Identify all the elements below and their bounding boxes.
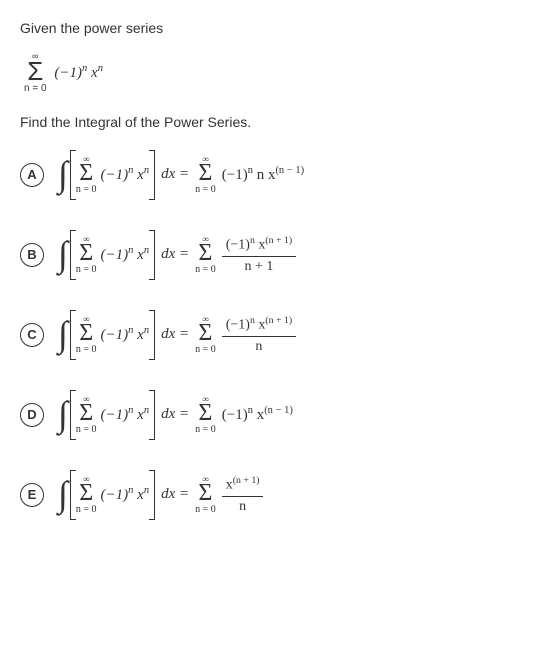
bracket-right	[149, 470, 155, 520]
prompt-find: Find the Integral of the Power Series.	[20, 114, 533, 130]
option-letter: D	[20, 403, 44, 427]
option-c[interactable]: C∫∞Σn = 0(−1)n xndx =∞Σn = 0(−1)n x(n + …	[20, 310, 533, 360]
series-term: (−1)n xn	[54, 63, 103, 82]
bracket-right	[149, 390, 155, 440]
lhs-term: (−1)n xn	[101, 165, 150, 184]
option-equation: ∫∞Σn = 0(−1)n xndx =∞Σn = 0x(n + 1)n	[58, 470, 263, 520]
lhs-term: (−1)n xn	[101, 405, 150, 424]
lhs-sigma: ∞Σn = 0	[76, 475, 97, 515]
rhs-sigma: ∞Σn = 0	[195, 155, 216, 195]
lhs-term: (−1)n xn	[101, 245, 150, 264]
bracket-right	[149, 310, 155, 360]
prompt-given: Given the power series	[20, 20, 533, 36]
option-equation: ∫∞Σn = 0(−1)n xndx =∞Σn = 0(−1)n x(n + 1…	[58, 230, 296, 280]
sigma-bottom: n = 0	[24, 84, 47, 94]
option-letter: C	[20, 323, 44, 347]
option-letter: B	[20, 243, 44, 267]
lhs-term: (−1)n xn	[101, 485, 150, 504]
option-letter: E	[20, 483, 44, 507]
dx-equals: dx =	[161, 486, 189, 503]
integral-sign: ∫	[58, 484, 68, 506]
integral-sign: ∫	[58, 164, 68, 186]
lhs-sigma: ∞Σn = 0	[76, 235, 97, 275]
rhs-sigma: ∞Σn = 0	[195, 235, 216, 275]
rhs-fraction: x(n + 1)n	[222, 475, 264, 515]
option-b[interactable]: B∫∞Σn = 0(−1)n xndx =∞Σn = 0(−1)n x(n + …	[20, 230, 533, 280]
rhs-expression: (−1)n x(n − 1)	[222, 405, 293, 424]
dx-equals: dx =	[161, 326, 189, 343]
option-e[interactable]: E∫∞Σn = 0(−1)n xndx =∞Σn = 0x(n + 1)n	[20, 470, 533, 520]
lhs-sigma: ∞Σn = 0	[76, 315, 97, 355]
bracket-right	[149, 230, 155, 280]
rhs-sigma: ∞Σn = 0	[195, 315, 216, 355]
rhs-sigma: ∞Σn = 0	[195, 475, 216, 515]
sigma-glyph: Σ	[24, 61, 47, 82]
option-a[interactable]: A∫∞Σn = 0(−1)n xndx =∞Σn = 0(−1)n n x(n …	[20, 150, 533, 200]
option-equation: ∫∞Σn = 0(−1)n xndx =∞Σn = 0(−1)n x(n − 1…	[58, 390, 293, 440]
dx-equals: dx =	[161, 246, 189, 263]
rhs-expression: (−1)n n x(n − 1)	[222, 165, 304, 184]
rhs-fraction: (−1)n x(n + 1)n + 1	[222, 235, 296, 275]
lhs-sigma: ∞Σn = 0	[76, 395, 97, 435]
dx-equals: dx =	[161, 406, 189, 423]
option-equation: ∫∞Σn = 0(−1)n xndx =∞Σn = 0(−1)n n x(n −…	[58, 150, 304, 200]
option-d[interactable]: D∫∞Σn = 0(−1)n xndx =∞Σn = 0(−1)n x(n − …	[20, 390, 533, 440]
rhs-fraction: (−1)n x(n + 1)n	[222, 315, 296, 355]
integral-sign: ∫	[58, 324, 68, 346]
integral-sign: ∫	[58, 244, 68, 266]
rhs-sigma: ∞Σn = 0	[195, 395, 216, 435]
option-equation: ∫∞Σn = 0(−1)n xndx =∞Σn = 0(−1)n x(n + 1…	[58, 310, 296, 360]
bracket-right	[149, 150, 155, 200]
sigma-symbol: ∞ Σ n = 0	[24, 52, 47, 94]
integral-sign: ∫	[58, 404, 68, 426]
lhs-term: (−1)n xn	[101, 325, 150, 344]
series-expression: ∞ Σ n = 0 (−1)n xn	[20, 52, 533, 94]
lhs-sigma: ∞Σn = 0	[76, 155, 97, 195]
option-letter: A	[20, 163, 44, 187]
dx-equals: dx =	[161, 166, 189, 183]
